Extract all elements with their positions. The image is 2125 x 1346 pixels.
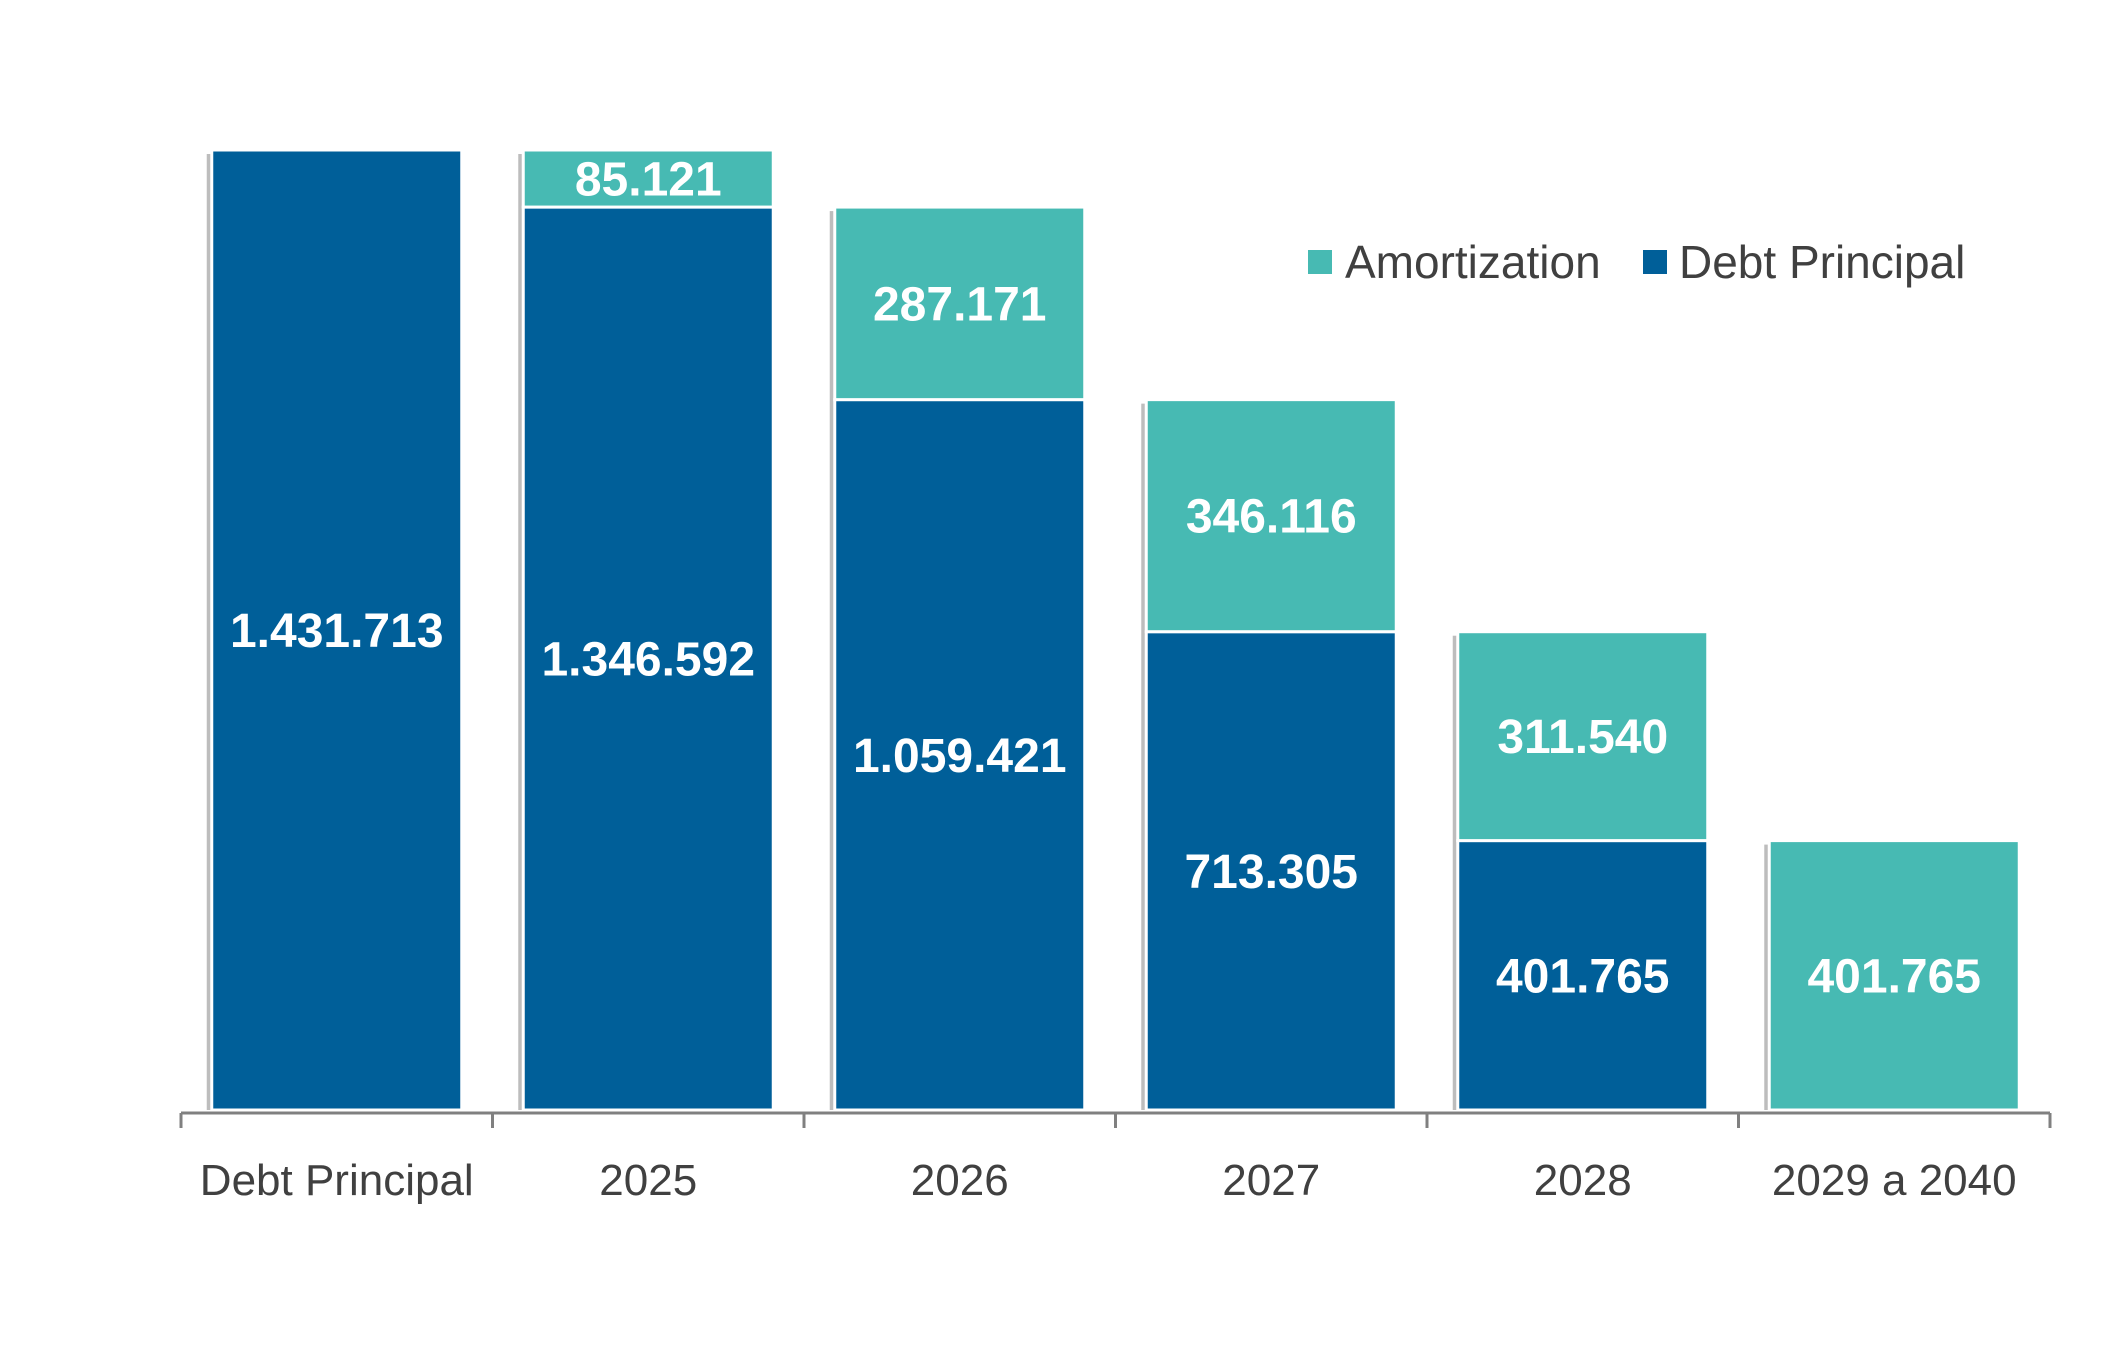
- bar-debt-principal: [210, 148, 464, 1112]
- legend: Amortization Debt Principal: [1308, 236, 1965, 288]
- data-label-amortization: 401.765: [1807, 950, 1981, 1003]
- bar-amortization: [833, 205, 1087, 402]
- bar-amortization: [1456, 630, 1710, 843]
- legend-swatch-debt-principal: [1643, 250, 1667, 274]
- bar-debt-principal: [521, 205, 775, 1112]
- data-label-debt-principal: 1.346.592: [541, 634, 755, 687]
- bar-debt-principal: [1144, 630, 1398, 1112]
- bar-debt-principal: [833, 398, 1087, 1112]
- bar-amortization: [1144, 398, 1398, 634]
- data-label-debt-principal: 713.305: [1184, 846, 1358, 899]
- x-tick-label: 2028: [1534, 1156, 1632, 1205]
- bar-stack-1: 1.346.592 85.121: [518, 148, 775, 1112]
- data-label-debt-principal: 1.431.713: [230, 605, 444, 658]
- data-label-amortization: 346.116: [1186, 491, 1357, 544]
- x-tick-label: 2026: [911, 1156, 1009, 1205]
- bar-stack-3: 713.305 346.116: [1141, 398, 1398, 1112]
- data-label-amortization: 287.171: [873, 278, 1047, 331]
- bar-stack-2: 1.059.421 287.171: [829, 205, 1087, 1112]
- bar-amortization: [521, 148, 775, 209]
- x-tick-label: Debt Principal: [200, 1156, 474, 1205]
- legend-label-debt-principal: Debt Principal: [1679, 236, 1965, 288]
- bar-debt-principal: [1456, 839, 1710, 1112]
- data-label-debt-principal: 401.765: [1496, 950, 1670, 1003]
- bar-stack-4: 401.765 311.540: [1452, 630, 1710, 1112]
- x-tick-label: 2029 a 2040: [1772, 1156, 2017, 1205]
- x-tick-label: 2027: [1222, 1156, 1320, 1205]
- data-label-debt-principal: 1.059.421: [853, 730, 1067, 783]
- data-label-amortization: 85.121: [575, 154, 722, 207]
- bar-amortization: [1767, 839, 2021, 1112]
- legend-swatch-amortization: [1308, 250, 1332, 274]
- data-label-amortization: 311.540: [1497, 711, 1668, 764]
- legend-label-amortization: Amortization: [1345, 236, 1601, 288]
- bar-stack-5: 401.765: [1764, 839, 2021, 1112]
- x-tick-label: 2025: [599, 1156, 697, 1205]
- bar-stack-0: 1.431.713: [206, 148, 464, 1112]
